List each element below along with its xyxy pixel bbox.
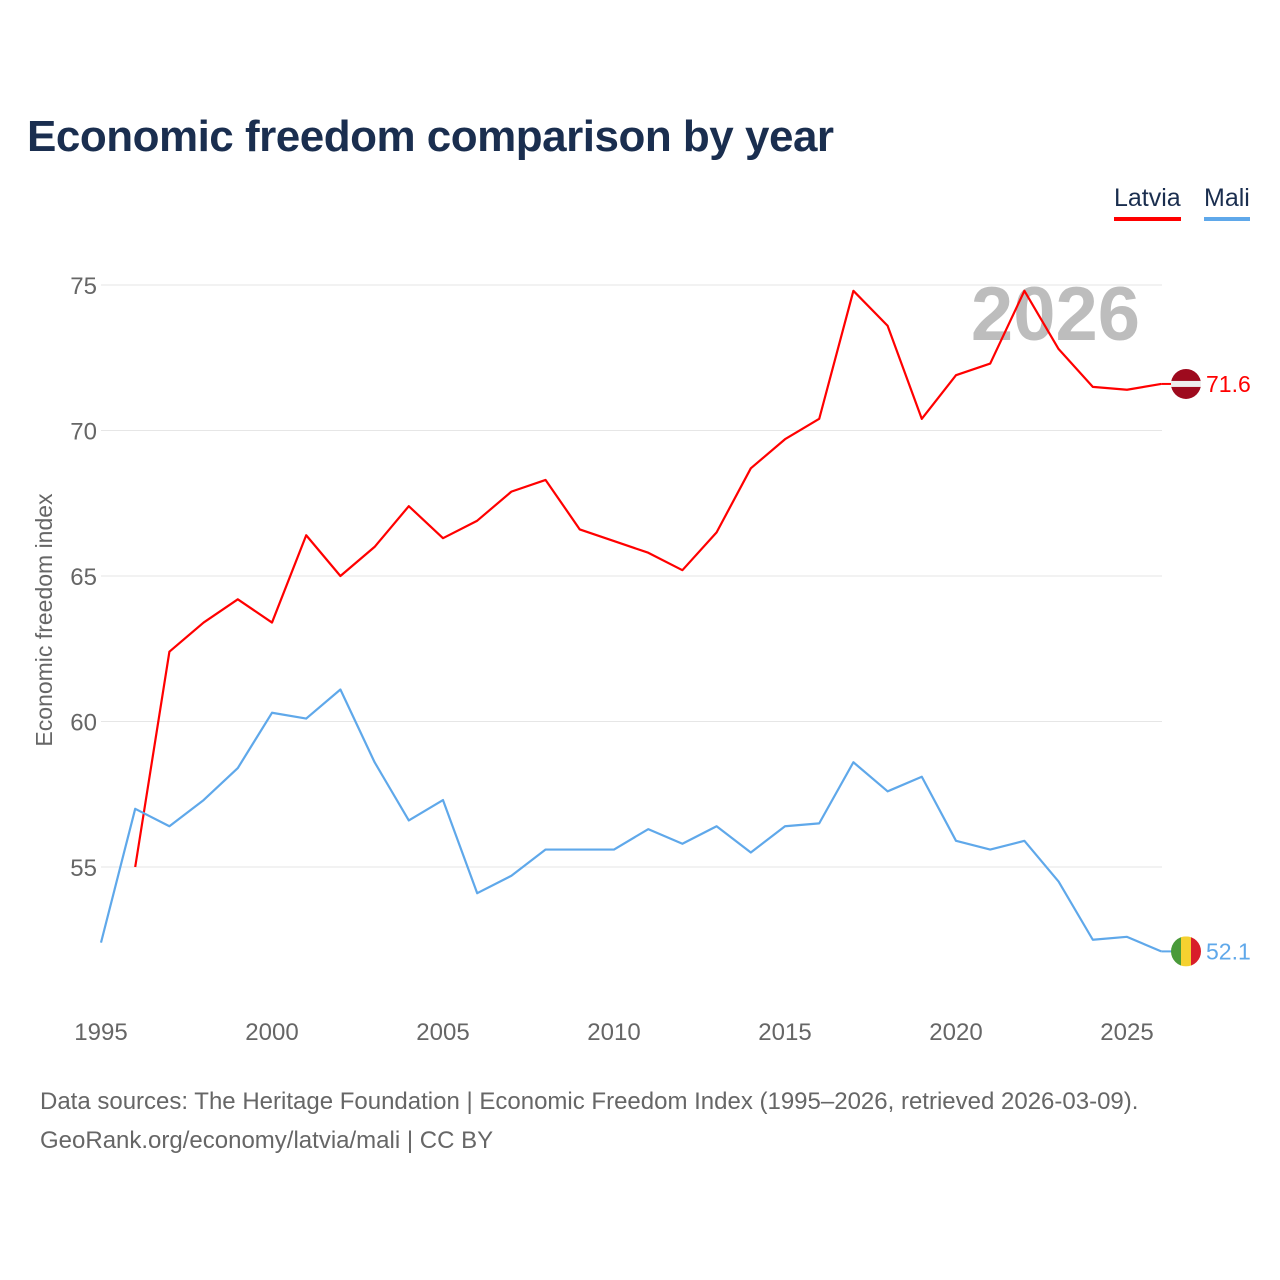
x-tick-label: 2005 xyxy=(416,1019,469,1046)
y-axis-label: Economic freedom index xyxy=(31,493,57,747)
data-point xyxy=(645,826,651,832)
data-point xyxy=(611,538,617,544)
data-point xyxy=(406,817,412,823)
footer-sources: Data sources: The Heritage Foundation | … xyxy=(40,1088,1139,1115)
x-tick-label: 2000 xyxy=(245,1019,298,1046)
data-point xyxy=(303,716,309,722)
data-point xyxy=(714,823,720,829)
y-tick-label: 70 xyxy=(70,419,97,446)
data-point xyxy=(166,823,172,829)
data-point xyxy=(611,847,617,853)
data-point xyxy=(953,372,959,378)
data-point xyxy=(885,788,891,794)
data-point xyxy=(1021,838,1027,844)
data-point xyxy=(987,847,993,853)
chart-title: Economic freedom comparison by year xyxy=(27,112,834,161)
data-point xyxy=(372,759,378,765)
footer-link[interactable]: GeoRank.org/economy/latvia/mali | CC BY xyxy=(40,1127,494,1154)
data-point xyxy=(577,847,583,853)
series-line-latvia xyxy=(134,289,1162,868)
data-point xyxy=(269,710,275,716)
data-point xyxy=(406,503,412,509)
data-point xyxy=(201,797,207,803)
data-point xyxy=(1090,937,1096,943)
data-point xyxy=(303,532,309,538)
end-value-label-mali: 52.1 xyxy=(1206,938,1251,964)
data-point xyxy=(1124,387,1130,393)
data-point xyxy=(782,436,788,442)
x-tick-label: 2020 xyxy=(929,1019,982,1046)
data-point xyxy=(1056,346,1062,352)
mali-flag-icon xyxy=(1171,936,1201,967)
data-point xyxy=(543,477,549,483)
data-point xyxy=(850,759,856,765)
data-point xyxy=(337,686,343,692)
y-tick-label: 75 xyxy=(70,273,97,300)
data-point xyxy=(748,465,754,471)
data-point xyxy=(235,765,241,771)
data-point xyxy=(440,797,446,803)
data-point xyxy=(679,841,685,847)
x-tick-label: 2010 xyxy=(587,1019,640,1046)
data-point xyxy=(1124,934,1130,940)
data-point xyxy=(337,573,343,579)
data-point xyxy=(714,529,720,535)
data-point xyxy=(269,620,275,626)
x-tick-label: 2015 xyxy=(758,1019,811,1046)
data-point xyxy=(850,288,856,294)
data-point xyxy=(98,940,104,946)
data-point xyxy=(543,847,549,853)
data-point xyxy=(953,838,959,844)
data-point xyxy=(645,550,651,556)
data-point xyxy=(508,489,514,495)
data-point xyxy=(201,620,207,626)
data-point xyxy=(235,596,241,602)
y-tick-label: 65 xyxy=(70,564,97,591)
x-tick-label: 1995 xyxy=(74,1019,127,1046)
data-point xyxy=(885,323,891,329)
data-point xyxy=(508,873,514,879)
data-point xyxy=(474,890,480,896)
data-point xyxy=(987,361,993,367)
data-point xyxy=(577,526,583,532)
data-point xyxy=(748,849,754,855)
legend-mali[interactable]: Mali xyxy=(1204,184,1250,221)
data-point xyxy=(782,823,788,829)
data-point xyxy=(132,864,138,870)
data-point xyxy=(1090,384,1096,390)
data-point xyxy=(1021,288,1027,294)
data-point xyxy=(372,544,378,550)
data-point xyxy=(919,416,925,422)
data-point xyxy=(816,416,822,422)
latvia-flag-stripe xyxy=(1171,380,1201,387)
data-point xyxy=(679,567,685,573)
end-value-label-latvia: 71.6 xyxy=(1206,371,1251,397)
x-tick-label: 2025 xyxy=(1100,1019,1153,1046)
series-line-mali xyxy=(99,688,1162,953)
data-point xyxy=(1056,879,1062,885)
y-tick-label: 55 xyxy=(70,855,97,882)
data-point xyxy=(166,649,172,655)
data-point xyxy=(132,806,138,812)
data-point xyxy=(816,820,822,826)
y-tick-label: 60 xyxy=(70,710,97,737)
data-point xyxy=(919,774,925,780)
data-point xyxy=(474,518,480,524)
legend-latvia[interactable]: Latvia xyxy=(1114,184,1181,221)
data-point xyxy=(440,535,446,541)
